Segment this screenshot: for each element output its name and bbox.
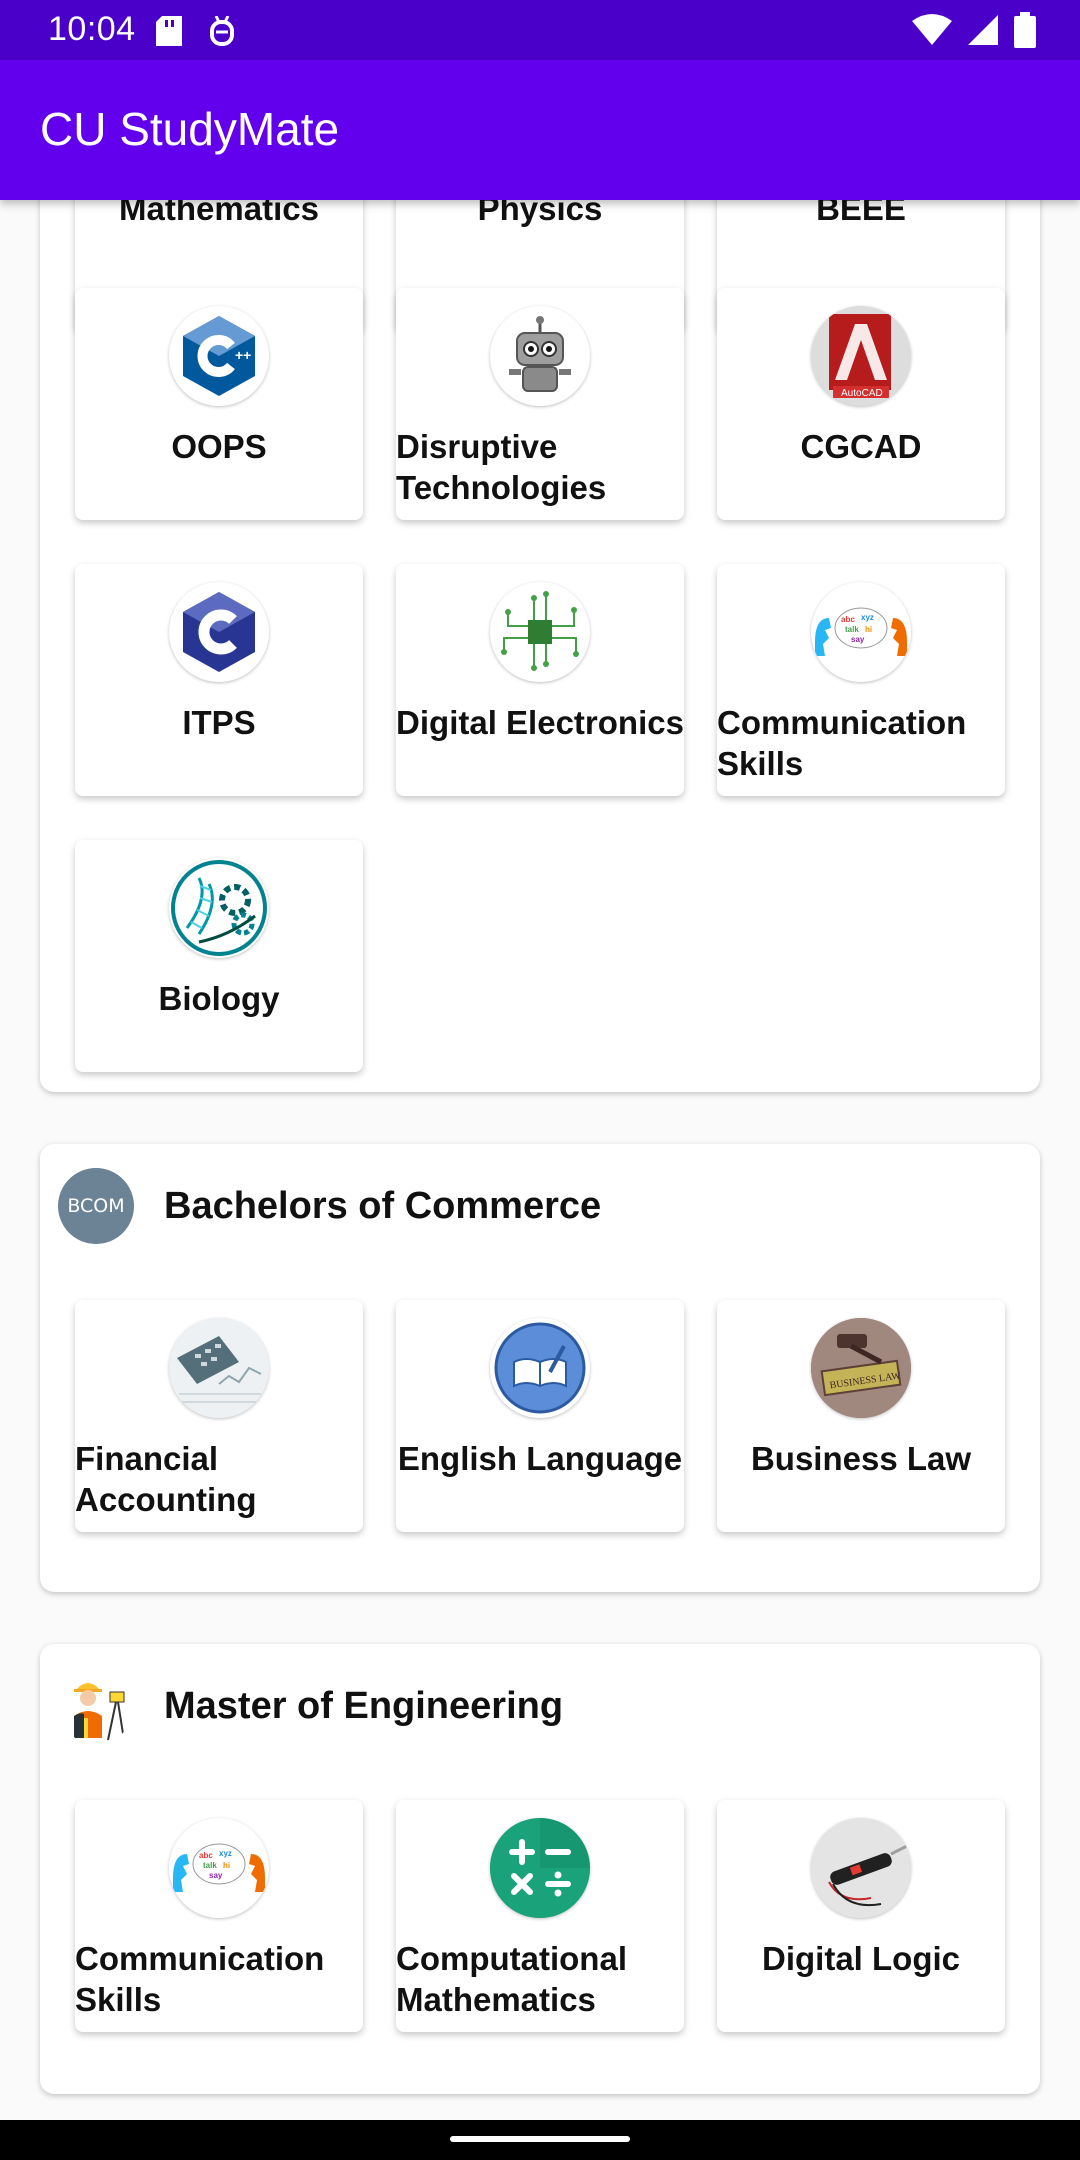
- svg-text:hi: hi: [223, 1861, 230, 1870]
- subject-card-computational-mathematics[interactable]: Computational Mathematics: [396, 1800, 684, 2032]
- communication-heads-icon: abc xyz talk hi say: [811, 582, 911, 682]
- logic-probe-icon: [811, 1818, 911, 1918]
- svg-text:++: ++: [235, 347, 251, 363]
- subject-label: Computational Mathematics: [396, 1940, 627, 2018]
- status-time: 10:04: [48, 10, 136, 48]
- svg-text:xyz: xyz: [861, 613, 874, 622]
- svg-text:abc: abc: [199, 1851, 213, 1860]
- app-title: CU StudyMate: [40, 103, 340, 155]
- subject-label: Communication Skills: [717, 704, 967, 782]
- svg-text:talk: talk: [845, 625, 859, 634]
- section-header[interactable]: BCOM Bachelors of Commerce: [58, 1166, 601, 1246]
- section-card-master-of-engineering: Master of Engineering abc xyz talk hi say …: [40, 1644, 1040, 2094]
- svg-text:talk: talk: [203, 1861, 217, 1870]
- section-title: Master of Engineering: [164, 1684, 564, 1727]
- subject-label: OOPS: [171, 428, 267, 465]
- subject-label: Physics: [477, 200, 603, 227]
- subject-card-digital-electronics[interactable]: Digital Electronics: [396, 564, 684, 796]
- subject-card-itps[interactable]: ITPS: [75, 564, 363, 796]
- circuit-board-icon: [490, 582, 590, 682]
- svg-text:abc: abc: [841, 615, 855, 624]
- c-logo-icon: [169, 582, 269, 682]
- svg-text:AutoCAD: AutoCAD: [841, 388, 883, 399]
- subject-card-cgcad[interactable]: AutoCAD CGCAD: [717, 288, 1005, 520]
- subject-label: Financial Accounting: [75, 1440, 257, 1518]
- dna-gears-icon: [169, 858, 269, 958]
- wifi-icon: [912, 13, 952, 52]
- subject-card-english-language[interactable]: English Language: [396, 1300, 684, 1532]
- subject-card-biology[interactable]: Biology: [75, 840, 363, 1072]
- subject-label: Business Law: [750, 1440, 972, 1477]
- svg-text:xyz: xyz: [219, 1849, 232, 1858]
- communication-heads-icon: abc xyz talk hi say: [169, 1818, 269, 1918]
- app-bar: CU StudyMate: [0, 60, 1080, 200]
- section-card-first-year: Mathematics Physics BEEE ++ OOPS: [40, 200, 1040, 1092]
- subject-label: Digital Electronics: [396, 704, 684, 741]
- subject-label: Digital Logic: [762, 1940, 960, 1977]
- subject-label: CGCAD: [800, 428, 922, 465]
- subject-card-digital-logic[interactable]: Digital Logic: [717, 1800, 1005, 2032]
- svg-text:say: say: [851, 635, 865, 644]
- cpp-logo-icon: ++: [169, 306, 269, 406]
- svg-text:hi: hi: [865, 625, 872, 634]
- subject-card-business-law[interactable]: BUSINESS LAW Business Law: [717, 1300, 1005, 1532]
- debug-bug-icon: [208, 15, 236, 51]
- subject-card-communication-skills[interactable]: abc xyz talk hi say Communication Skills: [717, 564, 1005, 796]
- accounting-calculator-icon: [169, 1318, 269, 1418]
- subject-label: BEEE: [816, 200, 906, 227]
- book-pen-icon: [490, 1318, 590, 1418]
- cell-signal-icon: [966, 13, 1000, 52]
- subject-label: Communication Skills: [75, 1940, 325, 2018]
- svg-text:say: say: [209, 1871, 223, 1880]
- engineer-surveyor-icon: [58, 1668, 134, 1744]
- subject-card-oops[interactable]: ++ OOPS: [75, 288, 363, 520]
- subject-label: Biology: [158, 980, 280, 1017]
- home-gesture-handle[interactable]: [450, 2136, 630, 2142]
- subject-card-communication-skills-me[interactable]: abc xyz talk hi say Communication Skills: [75, 1800, 363, 2032]
- subject-label: Disruptive Technologies: [396, 428, 607, 506]
- course-list[interactable]: Mathematics Physics BEEE ++ OOPS: [0, 200, 1080, 2120]
- subject-card-financial-accounting[interactable]: Financial Accounting: [75, 1300, 363, 1532]
- battery-icon: [1014, 12, 1036, 53]
- robot-icon: [490, 306, 590, 406]
- autocad-icon: AutoCAD: [811, 306, 911, 406]
- subject-label: Mathematics: [119, 200, 319, 227]
- section-card-bachelors-of-commerce: BCOM Bachelors of Commerce Financial Acc…: [40, 1144, 1040, 1592]
- subject-label: ITPS: [182, 704, 256, 741]
- math-operators-icon: [490, 1818, 590, 1918]
- subject-label: English Language: [397, 1440, 683, 1477]
- bcom-avatar: BCOM: [58, 1168, 134, 1244]
- gavel-law-icon: BUSINESS LAW: [811, 1318, 911, 1418]
- status-bar: 10:04: [0, 0, 1080, 60]
- avatar-text: BCOM: [67, 1195, 125, 1217]
- navigation-bar: [0, 2120, 1080, 2160]
- section-header[interactable]: Master of Engineering: [58, 1666, 563, 1746]
- sd-card-icon: [156, 16, 182, 51]
- subject-card-disruptive-technologies[interactable]: Disruptive Technologies: [396, 288, 684, 520]
- section-title: Bachelors of Commerce: [164, 1184, 602, 1227]
